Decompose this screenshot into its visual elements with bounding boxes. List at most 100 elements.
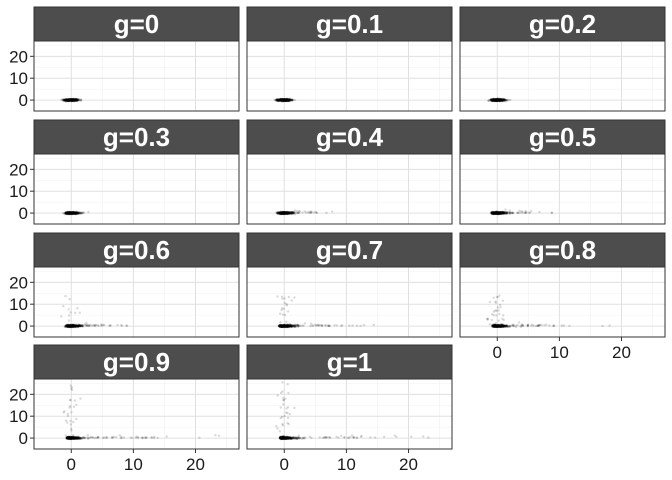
data-point: [70, 100, 73, 103]
data-point: [279, 98, 282, 102]
data-point: [276, 99, 279, 103]
data-point: [67, 98, 70, 101]
data-point: [283, 98, 286, 102]
data-point: [77, 324, 80, 327]
y-tick-label: 10: [9, 182, 28, 201]
data-point: [283, 98, 287, 102]
data-point: [66, 98, 70, 102]
data-point: [284, 98, 287, 102]
data-point: [67, 99, 71, 102]
data-point: [66, 99, 70, 103]
data-point: [293, 296, 296, 299]
data-point: [284, 98, 287, 102]
data-point: [72, 98, 75, 102]
data-point: [69, 98, 72, 102]
data-point: [74, 98, 78, 102]
data-point: [310, 211, 313, 214]
data-point: [73, 99, 76, 102]
data-point: [75, 98, 79, 102]
data-point: [78, 311, 82, 314]
data-point: [71, 99, 74, 102]
data-point: [280, 295, 284, 298]
data-point: [67, 98, 71, 102]
data-point: [68, 99, 71, 103]
data-point: [72, 98, 75, 102]
data-point: [70, 99, 74, 103]
data-point: [284, 98, 287, 101]
data-point: [71, 98, 74, 101]
data-point: [282, 98, 285, 102]
data-point: [286, 98, 289, 102]
plot-background: [247, 41, 452, 111]
data-point: [288, 98, 291, 101]
data-point: [66, 98, 70, 102]
data-point: [326, 324, 330, 327]
data-point: [70, 99, 73, 102]
data-point: [71, 98, 75, 102]
data-point: [281, 98, 284, 102]
data-point: [65, 98, 69, 101]
data-point: [71, 98, 75, 101]
data-point: [71, 98, 75, 101]
data-point: [69, 98, 73, 102]
data-point: [70, 98, 73, 101]
data-point: [67, 98, 71, 102]
data-point: [72, 99, 76, 102]
data-point: [504, 211, 508, 214]
data-point: [67, 99, 71, 102]
data-point: [72, 98, 76, 101]
data-point: [65, 98, 68, 102]
data-point: [282, 98, 286, 102]
facet-strip-label: g=0.2: [529, 9, 596, 39]
data-point: [341, 324, 344, 327]
data-point: [279, 321, 282, 324]
data-point: [71, 98, 74, 101]
data-point: [67, 99, 71, 102]
data-point: [67, 98, 70, 101]
data-point: [71, 98, 74, 102]
data-point: [72, 99, 75, 102]
data-point: [70, 98, 74, 102]
data-point: [501, 211, 504, 215]
data-point: [280, 99, 283, 102]
data-point: [68, 98, 71, 102]
y-tick-label: 20: [9, 47, 28, 66]
data-point: [282, 99, 286, 102]
data-point: [281, 99, 284, 102]
data-point: [67, 99, 71, 102]
data-point: [280, 98, 284, 101]
data-point: [282, 99, 285, 102]
data-point: [74, 99, 77, 102]
data-point: [282, 99, 285, 102]
data-point: [70, 99, 74, 103]
y-tick-label: 0: [19, 317, 28, 336]
data-point: [72, 98, 75, 101]
data-point: [283, 98, 286, 102]
data-point: [74, 98, 77, 101]
data-point: [65, 211, 69, 214]
data-point: [72, 99, 76, 102]
data-point: [72, 98, 76, 102]
data-point: [72, 98, 75, 102]
data-point: [72, 98, 76, 102]
data-point: [73, 98, 77, 101]
data-point: [70, 99, 73, 102]
data-point: [73, 98, 76, 102]
data-point: [69, 98, 73, 101]
data-point: [62, 98, 66, 101]
data-point: [65, 99, 68, 102]
data-point: [281, 324, 285, 328]
data-point: [65, 98, 68, 102]
data-point: [74, 212, 77, 215]
data-point: [70, 98, 73, 101]
data-point: [280, 98, 283, 102]
data-point: [69, 311, 72, 314]
data-point: [68, 99, 72, 102]
data-point: [281, 98, 284, 101]
data-point: [65, 98, 69, 101]
data-point: [67, 99, 70, 102]
data-point: [68, 98, 71, 102]
data-point: [279, 99, 282, 102]
data-point: [69, 98, 72, 101]
